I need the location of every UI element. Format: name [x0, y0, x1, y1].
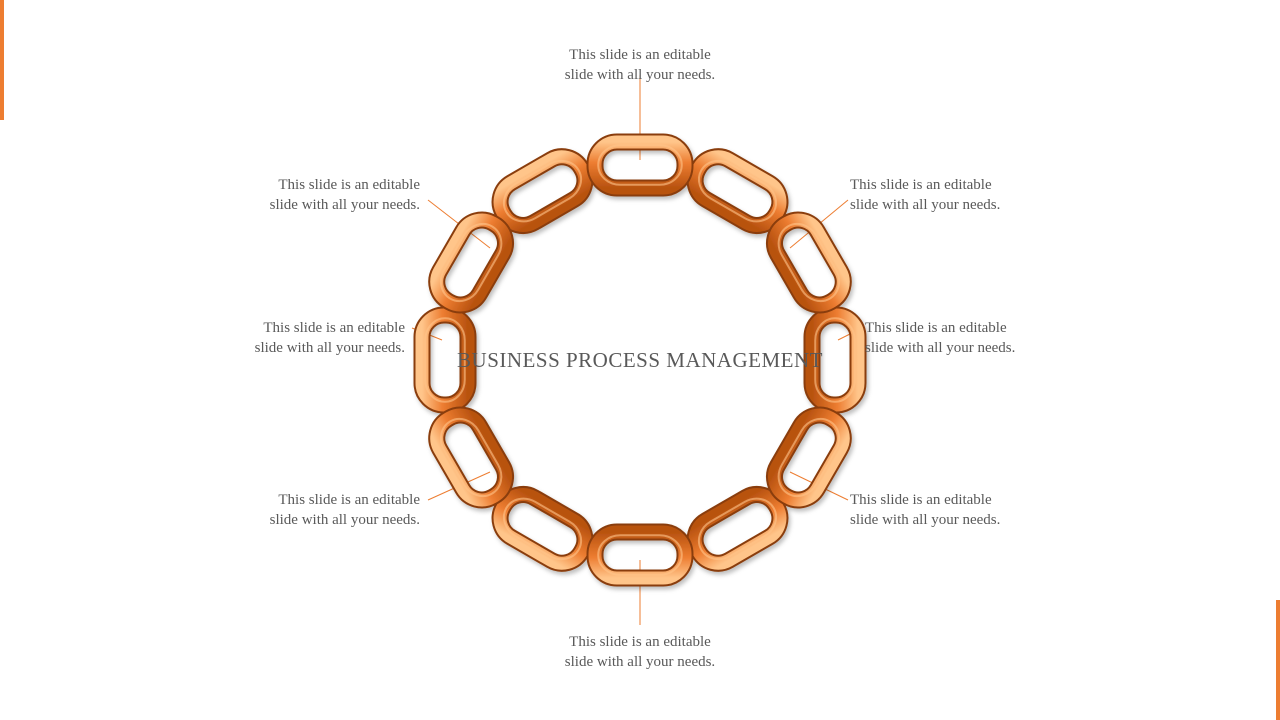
callout-line1: This slide is an editable: [865, 318, 1165, 338]
chain-link: [687, 486, 788, 571]
chain-link: [429, 212, 514, 313]
callout-line2: slide with all your needs.: [500, 65, 780, 85]
chain-link: [595, 142, 685, 188]
callout-line2: slide with all your needs.: [865, 338, 1165, 358]
callout-line2: slide with all your needs.: [850, 510, 1150, 530]
callout-line2: slide with all your needs.: [105, 338, 405, 358]
callout-line1: This slide is an editable: [850, 175, 1150, 195]
callout-line2: slide with all your needs.: [120, 195, 420, 215]
center-title-line1: BUSINESS PROCESS: [457, 348, 661, 372]
callout-line1: This slide is an editable: [120, 175, 420, 195]
callout-line1: This slide is an editable: [120, 490, 420, 510]
callout-label-right-upper: This slide is an editableslide with all …: [850, 175, 1150, 216]
callout-label-left-mid: This slide is an editableslide with all …: [105, 318, 405, 359]
center-title: BUSINESS PROCESS MANAGEMENT: [457, 346, 823, 374]
center-title-line2: MANAGEMENT: [666, 348, 823, 372]
callout-line1: This slide is an editable: [850, 490, 1150, 510]
chain-link: [429, 407, 514, 508]
callout-line1: This slide is an editable: [105, 318, 405, 338]
chain-link: [595, 532, 685, 578]
chain-link: [492, 149, 593, 234]
chain-link: [492, 486, 593, 571]
callout-line1: This slide is an editable: [500, 632, 780, 652]
callout-line2: slide with all your needs.: [120, 510, 420, 530]
callout-line2: slide with all your needs.: [850, 195, 1150, 215]
callout-label-right-lower: This slide is an editableslide with all …: [850, 490, 1150, 531]
callout-line2: slide with all your needs.: [500, 652, 780, 672]
chain-link: [766, 407, 851, 508]
callout-label-left-lower: This slide is an editableslide with all …: [120, 490, 420, 531]
chain-link: [687, 149, 788, 234]
diagram-stage: BUSINESS PROCESS MANAGEMENT This slide i…: [0, 0, 1280, 720]
chain-link: [766, 212, 851, 313]
callout-label-bottom: This slide is an editableslide with all …: [500, 632, 780, 673]
callout-line1: This slide is an editable: [500, 45, 780, 65]
callout-label-right-mid: This slide is an editableslide with all …: [865, 318, 1165, 359]
callout-label-left-upper: This slide is an editableslide with all …: [120, 175, 420, 216]
callout-label-top: This slide is an editableslide with all …: [500, 45, 780, 86]
